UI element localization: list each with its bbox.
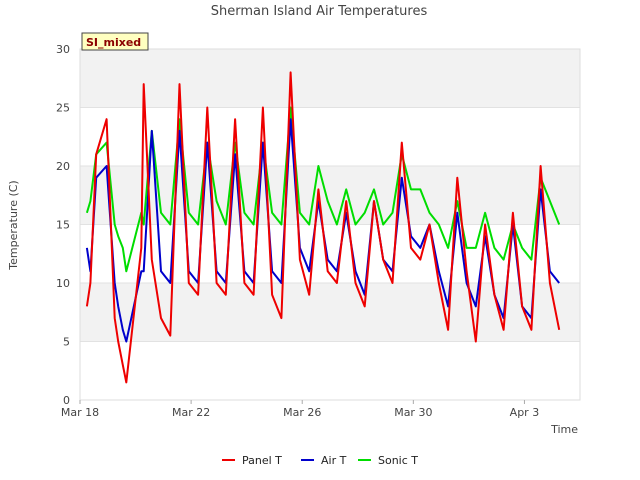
grid-bands (80, 49, 580, 342)
x-tick-label: Mar 22 (172, 406, 210, 419)
legend-label: Air T (321, 454, 347, 467)
plot-area (79, 48, 581, 401)
y-tick-label: 10 (56, 277, 70, 290)
series-layer (85, 71, 561, 384)
legend-label: Panel T (242, 454, 282, 467)
plot-border (79, 48, 581, 401)
x-tick-label: Mar 30 (394, 406, 432, 419)
series-line-sonic-t (85, 106, 561, 273)
legend-item: Air T (301, 454, 347, 467)
legend-label: Sonic T (378, 454, 418, 467)
series-line-panel-t (85, 71, 561, 384)
x-tick-label: Apr 3 (510, 406, 540, 419)
legend: Panel T Air T Sonic T (222, 454, 418, 467)
y-tick-label: 25 (56, 102, 70, 115)
y-tick-label: 15 (56, 219, 70, 232)
y-axis-label: Temperature (C) (7, 180, 20, 270)
site-badge: SI_mixed (81, 32, 149, 51)
series-line-air-t (85, 118, 560, 343)
grid-band (80, 49, 580, 108)
grid-band (80, 283, 580, 342)
x-axis-label: Time (550, 423, 578, 436)
x-tick-label: Mar 26 (283, 406, 321, 419)
y-tick-label: 5 (63, 336, 70, 349)
y-axis-ticks: 0 5 10 15 20 25 30 (56, 43, 70, 407)
y-tick-label: 20 (56, 160, 70, 173)
site-badge-label: SI_mixed (86, 36, 141, 49)
y-tick-label: 30 (56, 43, 70, 56)
legend-item: Panel T (222, 454, 282, 467)
x-tick-label: Mar 18 (61, 406, 99, 419)
y-tick-label: 0 (63, 394, 70, 407)
chart-title: Sherman Island Air Temperatures (211, 4, 428, 19)
x-axis-ticks: Mar 18 Mar 22 Mar 26 Mar 30 Apr 3 (61, 400, 539, 419)
legend-item: Sonic T (358, 454, 418, 467)
